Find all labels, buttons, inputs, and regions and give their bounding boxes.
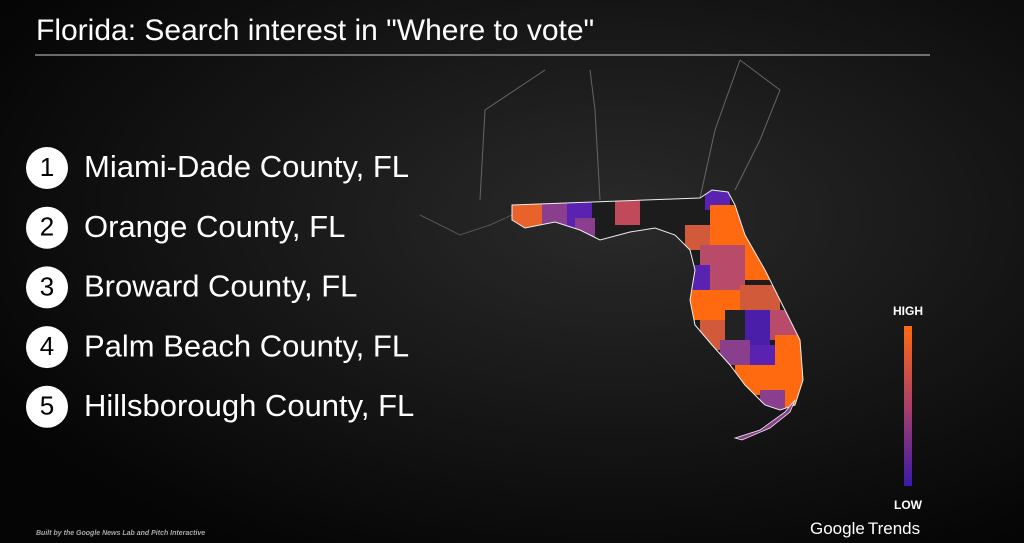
rank-badge bbox=[26, 266, 68, 309]
neighbor-states bbox=[419, 59, 781, 236]
rank-name: Hillsborough County, FL bbox=[84, 388, 414, 423]
rank-badge bbox=[26, 385, 68, 428]
rank-number: 1 bbox=[40, 152, 54, 182]
brand-product: Trends bbox=[868, 519, 920, 538]
legend-high: HIGH bbox=[893, 304, 923, 318]
rank-name: Miami-Dade County, FL bbox=[84, 149, 409, 184]
brand: Google Trends bbox=[810, 519, 920, 538]
legend-low: LOW bbox=[894, 498, 923, 512]
brand-google: Google bbox=[810, 519, 865, 538]
legend-gradient bbox=[904, 326, 912, 486]
rank-number: 2 bbox=[40, 212, 54, 242]
rank-name: Orange County, FL bbox=[84, 209, 345, 244]
rank-badge bbox=[26, 206, 68, 249]
rank-name: Palm Beach County, FL bbox=[84, 328, 409, 363]
florida-keys bbox=[733, 399, 796, 441]
rank-badge bbox=[26, 147, 68, 189]
florida-outline bbox=[511, 189, 804, 411]
credit: Built by the Google News Lab and Pitch I… bbox=[36, 530, 205, 537]
rank-number: 3 bbox=[40, 271, 54, 301]
rank-number: 5 bbox=[40, 391, 54, 421]
rank-number: 4 bbox=[40, 331, 54, 361]
rank-name: Broward County, FL bbox=[84, 269, 357, 304]
title: Florida: Search interest in "Where to vo… bbox=[36, 14, 594, 47]
rank-badge bbox=[26, 326, 68, 369]
